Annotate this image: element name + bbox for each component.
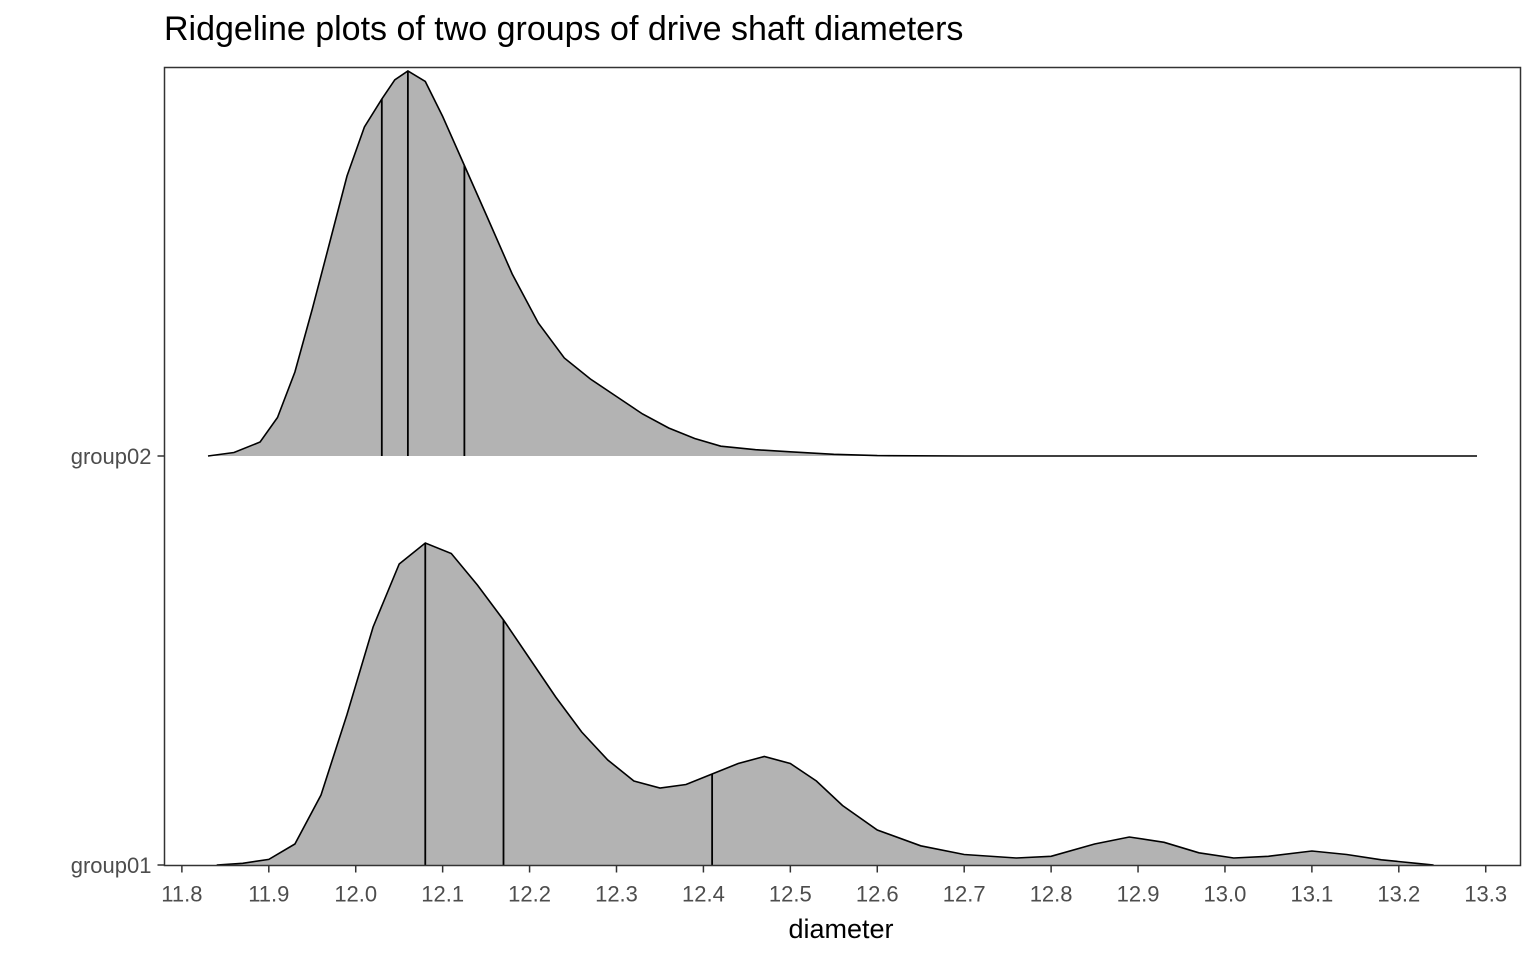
- y-axis: group01 group02: [71, 444, 165, 878]
- x-tick-label-12.7: 12.7: [943, 882, 986, 907]
- x-tick-label-12.8: 12.8: [1030, 882, 1073, 907]
- density-fill-group01: [216, 543, 1434, 865]
- x-tick-label-12.1: 12.1: [421, 882, 464, 907]
- x-axis: 11.8 11.9 12.0 12.1 12.2 12.3 12.4 12.5 12.6 12.7…: [161, 865, 1507, 907]
- density-fill-group02: [208, 71, 1477, 456]
- x-tick-label-12.3: 12.3: [595, 882, 638, 907]
- ridge-group02: [207, 70, 1477, 457]
- x-tick-label-13.2: 13.2: [1377, 882, 1420, 907]
- x-tick-label-13.1: 13.1: [1290, 882, 1333, 907]
- x-tick-label-11.8: 11.8: [161, 882, 202, 907]
- density-line-group02: [207, 70, 1477, 457]
- x-tick-label-13.0: 13.0: [1204, 882, 1247, 907]
- x-tick-label-12.6: 12.6: [856, 882, 899, 907]
- x-tick-label-12.5: 12.5: [769, 882, 812, 907]
- x-tick-label-13.3: 13.3: [1464, 882, 1507, 907]
- x-tick-label-12.2: 12.2: [508, 882, 551, 907]
- x-tick-label-12.9: 12.9: [1117, 882, 1160, 907]
- y-tick-label-group01: group01: [71, 853, 152, 878]
- ridge-group01: [216, 542, 1434, 866]
- density-line-group01: [216, 542, 1434, 866]
- x-tick-label-11.9: 11.9: [248, 882, 289, 907]
- y-tick-label-group02: group02: [71, 444, 152, 469]
- x-tick-label-12.0: 12.0: [334, 882, 377, 907]
- ridges: [207, 70, 1477, 866]
- plot-panel-border: [163, 66, 1522, 867]
- x-axis-title: diameter: [788, 914, 893, 944]
- chart-title: Ridgeline plots of two groups of drive s…: [164, 10, 964, 48]
- x-tick-label-12.4: 12.4: [682, 882, 725, 907]
